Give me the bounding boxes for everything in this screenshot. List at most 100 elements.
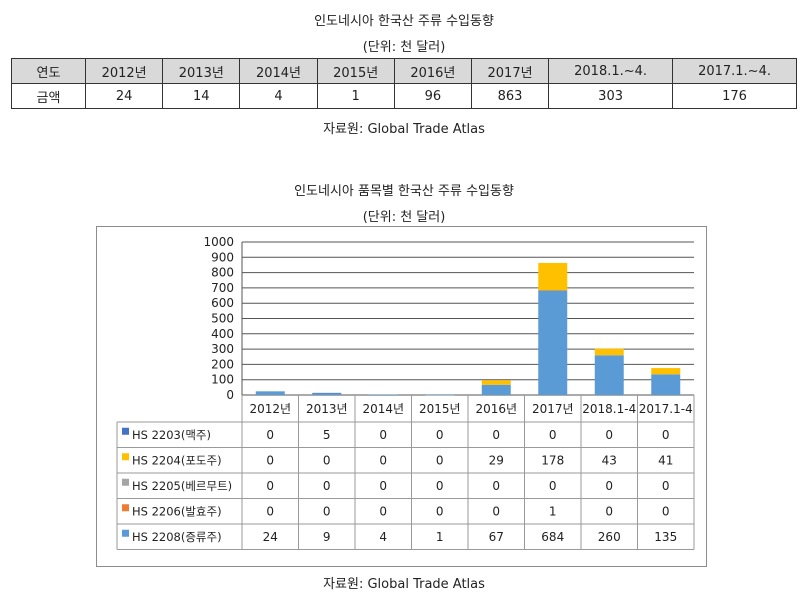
data-label: 0	[436, 428, 444, 442]
data-label: 0	[662, 428, 670, 442]
data-label: 4	[379, 530, 387, 544]
header-label: 연도	[11, 58, 86, 84]
data-label: 0	[549, 428, 557, 442]
data-label: 0	[436, 453, 444, 467]
value-cell: 4	[239, 83, 318, 109]
legend-swatch	[122, 529, 129, 537]
data-label: 0	[266, 479, 274, 493]
bar-segment	[594, 348, 624, 356]
data-label: 1	[436, 530, 444, 544]
bar-segment	[481, 384, 511, 395]
data-label: 0	[549, 479, 557, 493]
data-label: 29	[489, 453, 504, 467]
chart-unit: (단위: 천 달러)	[362, 210, 446, 225]
data-label: 0	[492, 504, 500, 518]
data-label: 0	[605, 504, 613, 518]
year-cell: 2014년	[239, 58, 318, 84]
bar-segment	[481, 380, 511, 385]
y-tick-label: 100	[211, 373, 234, 387]
value-cell: 303	[548, 83, 674, 109]
chart-title: 인도네시아 품목별 한국산 주류 수입동향	[294, 184, 514, 199]
data-label: 0	[379, 479, 387, 493]
data-label: 41	[658, 453, 673, 467]
year-cell: 2017년	[470, 58, 550, 84]
data-label: 0	[323, 453, 331, 467]
chart-source: 자료원: Global Trade Atlas	[323, 577, 485, 592]
value-cell: 24	[84, 83, 164, 109]
bar-segment	[368, 394, 398, 395]
x-category-label: 2018.1-4	[582, 402, 636, 416]
value-cell: 176	[672, 83, 797, 109]
import-table: 연도 2012년 2013년 2014년 2015년 2016년 2017년 2…	[11, 58, 797, 109]
table-title: 인도네시아 한국산 주류 수입동향	[314, 14, 494, 29]
value-cell: 96	[393, 83, 472, 109]
table-source: 자료원: Global Trade Atlas	[323, 122, 485, 137]
data-label: 5	[323, 428, 331, 442]
table-header-row: 연도 2012년 2013년 2014년 2015년 2016년 2017년 2…	[11, 58, 797, 84]
y-tick-label: 800	[211, 266, 234, 280]
data-label: 0	[266, 428, 274, 442]
series-name: HS 2208(증류주)	[132, 530, 222, 544]
year-cell: 2018.1.~4.	[548, 58, 674, 84]
bar-segment	[255, 391, 285, 395]
data-label: 0	[436, 479, 444, 493]
series-name: HS 2203(맥주)	[132, 428, 211, 442]
data-label: 0	[323, 504, 331, 518]
data-label: 260	[598, 530, 621, 544]
data-label: 0	[662, 504, 670, 518]
value-cell: 14	[162, 83, 241, 109]
year-cell: 2016년	[393, 58, 472, 84]
data-label: 135	[654, 530, 677, 544]
bar-segment	[538, 262, 568, 291]
x-category-label: 2015년	[419, 402, 461, 416]
data-label: 0	[323, 479, 331, 493]
x-category-label: 2017.1-4	[639, 402, 693, 416]
table-row: 금액 24 14 4 1 96 863 303 176	[11, 83, 797, 109]
y-tick-label: 600	[211, 296, 234, 310]
data-label: 0	[492, 428, 500, 442]
x-category-label: 2013년	[306, 402, 348, 416]
bar-segment	[651, 374, 681, 395]
chart-area: 0 100 200 300 400 500 600 700 800 900 1000 2012년 201…	[96, 226, 707, 567]
bar-segment	[312, 392, 342, 394]
data-label: 24	[263, 530, 278, 544]
year-cell: 2017.1.~4.	[672, 58, 797, 84]
data-label: 0	[379, 504, 387, 518]
data-label: 0	[605, 479, 613, 493]
y-tick-label: 0	[226, 388, 234, 402]
value-cell: 1	[316, 83, 395, 109]
bar-segment	[312, 393, 342, 395]
y-tick-label: 1000	[203, 235, 234, 249]
data-label: 0	[379, 428, 387, 442]
data-label: 0	[605, 428, 613, 442]
data-label: 0	[492, 479, 500, 493]
x-category-label: 2016년	[475, 402, 517, 416]
y-tick-label: 900	[211, 250, 234, 264]
data-label: 9	[323, 530, 331, 544]
data-label: 178	[541, 453, 564, 467]
value-cell: 863	[470, 83, 550, 109]
series-name: HS 2206(발효주)	[132, 504, 222, 518]
table-unit: (단위: 천 달러)	[362, 40, 446, 55]
y-tick-label: 500	[211, 312, 234, 326]
bar-segment	[538, 290, 568, 395]
legend-swatch	[122, 478, 129, 486]
bar-segment	[538, 290, 568, 291]
data-label: 0	[266, 453, 274, 467]
legend-swatch	[122, 453, 129, 461]
row-label: 금액	[11, 83, 86, 109]
bar-segment	[651, 368, 681, 375]
y-tick-label: 200	[211, 357, 234, 371]
data-label: 684	[541, 530, 564, 544]
year-cell: 2012년	[84, 58, 164, 84]
bar-segment	[594, 355, 624, 395]
data-label: 0	[379, 453, 387, 467]
x-category-label: 2012년	[249, 402, 291, 416]
data-label: 1	[549, 504, 557, 518]
series-name: HS 2204(포도주)	[132, 453, 222, 467]
y-tick-label: 400	[211, 327, 234, 341]
bar-segment	[425, 394, 455, 396]
x-category-label: 2014년	[362, 402, 404, 416]
x-category-label: 2017년	[532, 402, 574, 416]
